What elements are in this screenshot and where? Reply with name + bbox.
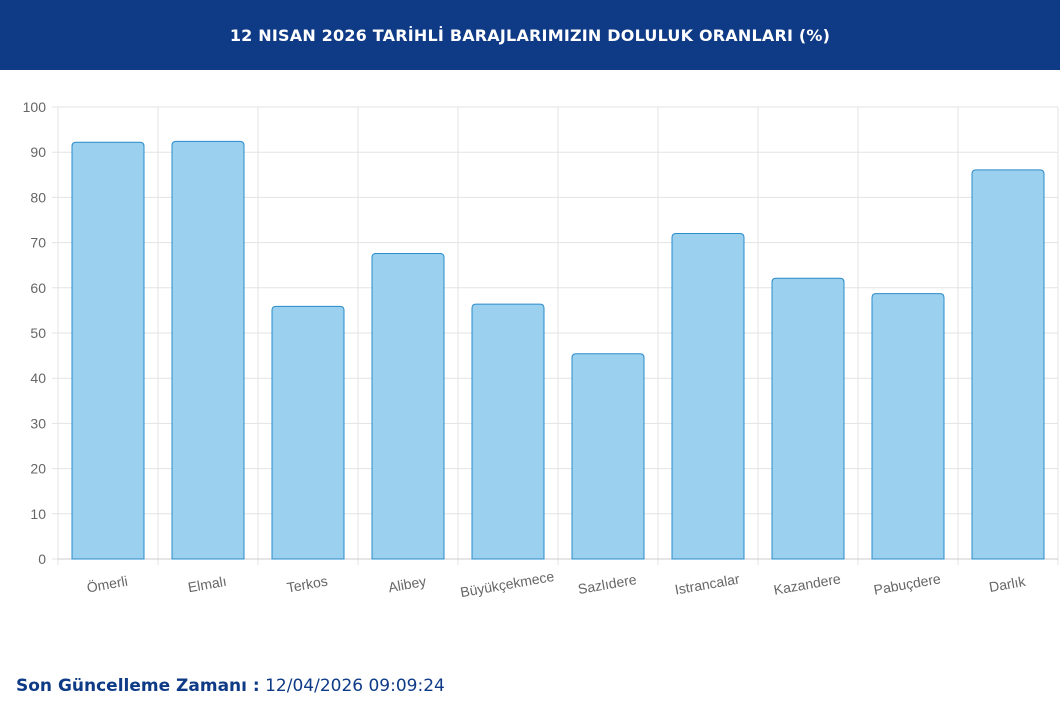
bar-istrancalar[interactable] bbox=[671, 233, 745, 560]
bars bbox=[71, 140, 1045, 560]
x-tick-label: Pabuçdere bbox=[872, 570, 942, 598]
x-tick-label: Kazandere bbox=[772, 570, 842, 598]
bar-chart: 0 10 20 30 40 50 60 70 80 90 100 Ömerli Elmalı Terko… bbox=[23, 99, 1059, 600]
y-tick-label: 40 bbox=[30, 370, 46, 386]
last-update-value: 12/04/2026 09:09:24 bbox=[265, 676, 445, 696]
chart-title: 12 NISAN 2026 TARİHLİ BARAJLARIMIZIN DOL… bbox=[229, 25, 831, 45]
y-tick-label: 20 bbox=[30, 461, 46, 477]
x-tick-label: Istrancalar bbox=[674, 570, 741, 597]
last-update: Son Güncelleme Zamanı : 12/04/2026 09:09… bbox=[16, 676, 445, 696]
bar-alibey[interactable] bbox=[371, 252, 445, 560]
bar-ömerli[interactable] bbox=[71, 141, 145, 560]
bar-terkos[interactable] bbox=[271, 305, 345, 560]
x-tick-label: Alibey bbox=[387, 573, 427, 595]
y-tick-label: 0 bbox=[38, 551, 46, 567]
y-tick-label: 50 bbox=[30, 325, 46, 341]
bar-sazlıdere[interactable] bbox=[571, 353, 645, 560]
y-tick-label: 30 bbox=[30, 415, 46, 431]
y-tick-label: 80 bbox=[30, 189, 46, 205]
x-tick-label: Darlık bbox=[988, 573, 1028, 595]
bar-büyükçekmece[interactable] bbox=[471, 303, 545, 560]
x-tick-label: Terkos bbox=[285, 573, 328, 596]
y-tick-label: 10 bbox=[30, 506, 46, 522]
x-tick-label: Elmalı bbox=[187, 573, 228, 596]
last-update-label: Son Güncelleme Zamanı : bbox=[16, 676, 260, 696]
bar-pabuçdere[interactable] bbox=[871, 293, 945, 560]
x-axis-labels: Ömerli Elmalı Terkos Alibey Büyükçekmece Sazl… bbox=[85, 568, 1027, 600]
x-tick-label: Büyükçekmece bbox=[459, 568, 555, 600]
bar-kazandere[interactable] bbox=[771, 277, 845, 560]
x-tick-label: Ömerli bbox=[85, 572, 129, 596]
y-tick-label: 70 bbox=[30, 235, 46, 251]
x-tick-label: Sazlıdere bbox=[577, 571, 638, 597]
bar-darlık[interactable] bbox=[971, 169, 1045, 560]
bar-elmalı[interactable] bbox=[171, 140, 245, 560]
y-tick-label: 100 bbox=[23, 99, 47, 115]
y-tick-label: 60 bbox=[30, 280, 46, 296]
y-tick-label: 90 bbox=[30, 144, 46, 160]
chart-header: 12 NISAN 2026 TARİHLİ BARAJLARIMIZIN DOL… bbox=[0, 0, 1060, 70]
y-axis-ticks: 0 10 20 30 40 50 60 70 80 90 100 bbox=[23, 99, 47, 567]
